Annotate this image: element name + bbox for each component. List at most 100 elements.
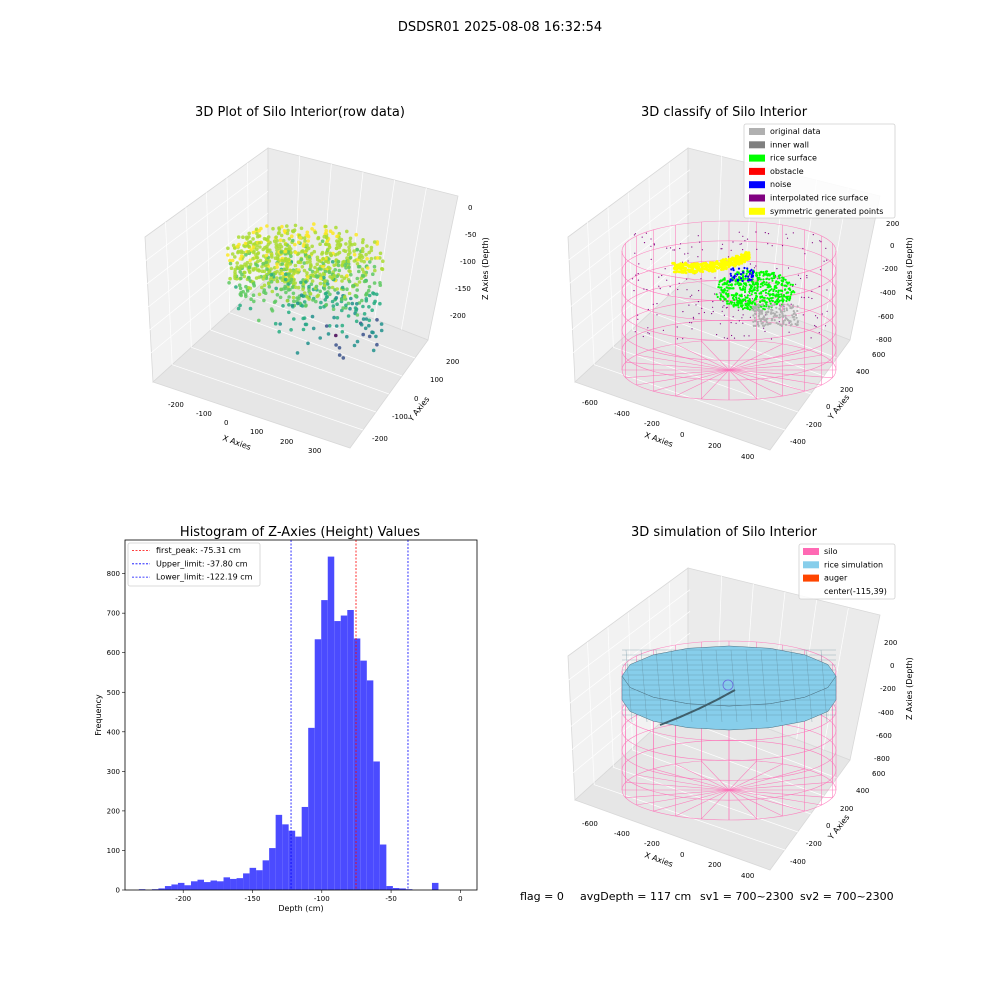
rice-surface-point [774,275,777,278]
original-data-point [770,319,773,322]
silo-floor-spoke [701,340,730,371]
raw-data-point [369,256,374,261]
rice-surface-point [759,283,763,286]
raw-data-point [248,286,253,291]
original-data-point [764,311,768,314]
raw-data-point [322,272,327,277]
raw-data-point [352,343,357,348]
classify-z-tick: -400 [880,289,896,297]
interpolated-point [687,260,689,262]
rice-surface-point [734,273,737,276]
interpolated-point [723,314,726,316]
silo-floor-spoke [728,369,822,386]
interpolated-point [806,277,808,279]
rice-surface-point [740,295,743,298]
rice-surface-point [736,304,739,307]
symmetric-point [703,264,707,268]
silo-floor-spoke [701,789,730,820]
interpolated-point [653,243,655,245]
raw-data-point [308,291,313,296]
raw-data-point [274,242,279,246]
rice-surface-point [720,293,723,296]
symmetric-point [700,264,703,267]
raw-data-point [248,262,253,267]
noise-point [751,272,755,275]
auger-shaft [659,689,736,726]
histogram-bar [373,761,380,890]
raw-data-point [285,231,290,236]
raw-data-point [362,259,367,264]
rice-surface-point [734,283,737,286]
rice-surface-point [759,285,762,288]
histogram-bar [275,814,283,890]
raw-data-point [338,243,343,248]
rice-surface-point [777,293,781,296]
silo-floor-spoke [653,348,730,371]
raw-data-point [307,284,311,289]
interpolated-point [633,290,635,292]
rice-surface-point [770,288,773,291]
grid-line [566,234,691,334]
raw-data-point [275,293,280,297]
raw-data-point [226,253,230,257]
symmetric-point [709,267,713,270]
classify-z-tick: 0 [890,242,894,250]
rice-surface-point [726,280,729,283]
interpolated-point [656,314,658,316]
rice-surface-point [777,281,780,284]
silo-floor-spoke [728,789,805,812]
interpolated-point [742,314,744,316]
interpolated-point [786,237,789,239]
raw-data-point [304,248,309,253]
legend-label: silo [824,547,838,556]
raw-data-point [367,305,371,309]
raw-data-point [302,291,307,295]
raw-data-point [264,253,269,258]
raw-data-point [302,236,307,240]
raw-data-point [305,230,310,235]
interpolated-point [723,337,726,339]
rice-surface-point [788,287,791,290]
rice-surface-point [758,276,761,279]
interpolated-point [777,278,779,280]
interpolated-point [742,235,744,237]
interpolated-point [738,320,740,322]
simulation-x-tick: -400 [614,830,630,838]
original-data-point [778,307,781,310]
interpolated-point [678,282,680,284]
status-footer: flag = 0 avgDepth = 117 cm sv1 = 700~230… [520,890,894,903]
interpolated-point [774,274,777,276]
raw-data-point [330,260,335,264]
raw-data-point [292,317,296,321]
rice-surface-point [747,270,750,274]
raw-data-point [235,261,239,265]
interpolated-point [739,243,741,245]
rice-surface-point [733,303,736,306]
classify-y-tick: -200 [806,421,822,429]
rice-surface-point [763,283,767,286]
raw-data-point [247,265,252,270]
raw-data-point [330,276,335,280]
rice-surface-point [726,302,729,305]
interpolated-point [721,248,723,250]
raw-data-point [273,299,278,304]
raw-data-point [335,287,340,291]
original-data-point [793,318,796,321]
raw-data-point [289,254,293,258]
interpolated-point [748,335,750,337]
interpolated-point [753,267,756,269]
raw-data-point [373,268,377,273]
silo-floor-spoke [728,361,833,371]
grid-line [210,329,390,395]
symmetric-point [711,261,715,265]
rice-surface-point [764,291,768,294]
interpolated-point [637,318,639,320]
silo-floor-spoke [728,760,757,791]
original-data-point [753,316,756,319]
interpolated-point [712,306,714,308]
histogram-bar [360,660,367,890]
original-data-point [796,305,799,308]
original-data-point [766,317,769,320]
y-tick-label: 200 [107,807,120,815]
histogram-bar [379,844,387,890]
